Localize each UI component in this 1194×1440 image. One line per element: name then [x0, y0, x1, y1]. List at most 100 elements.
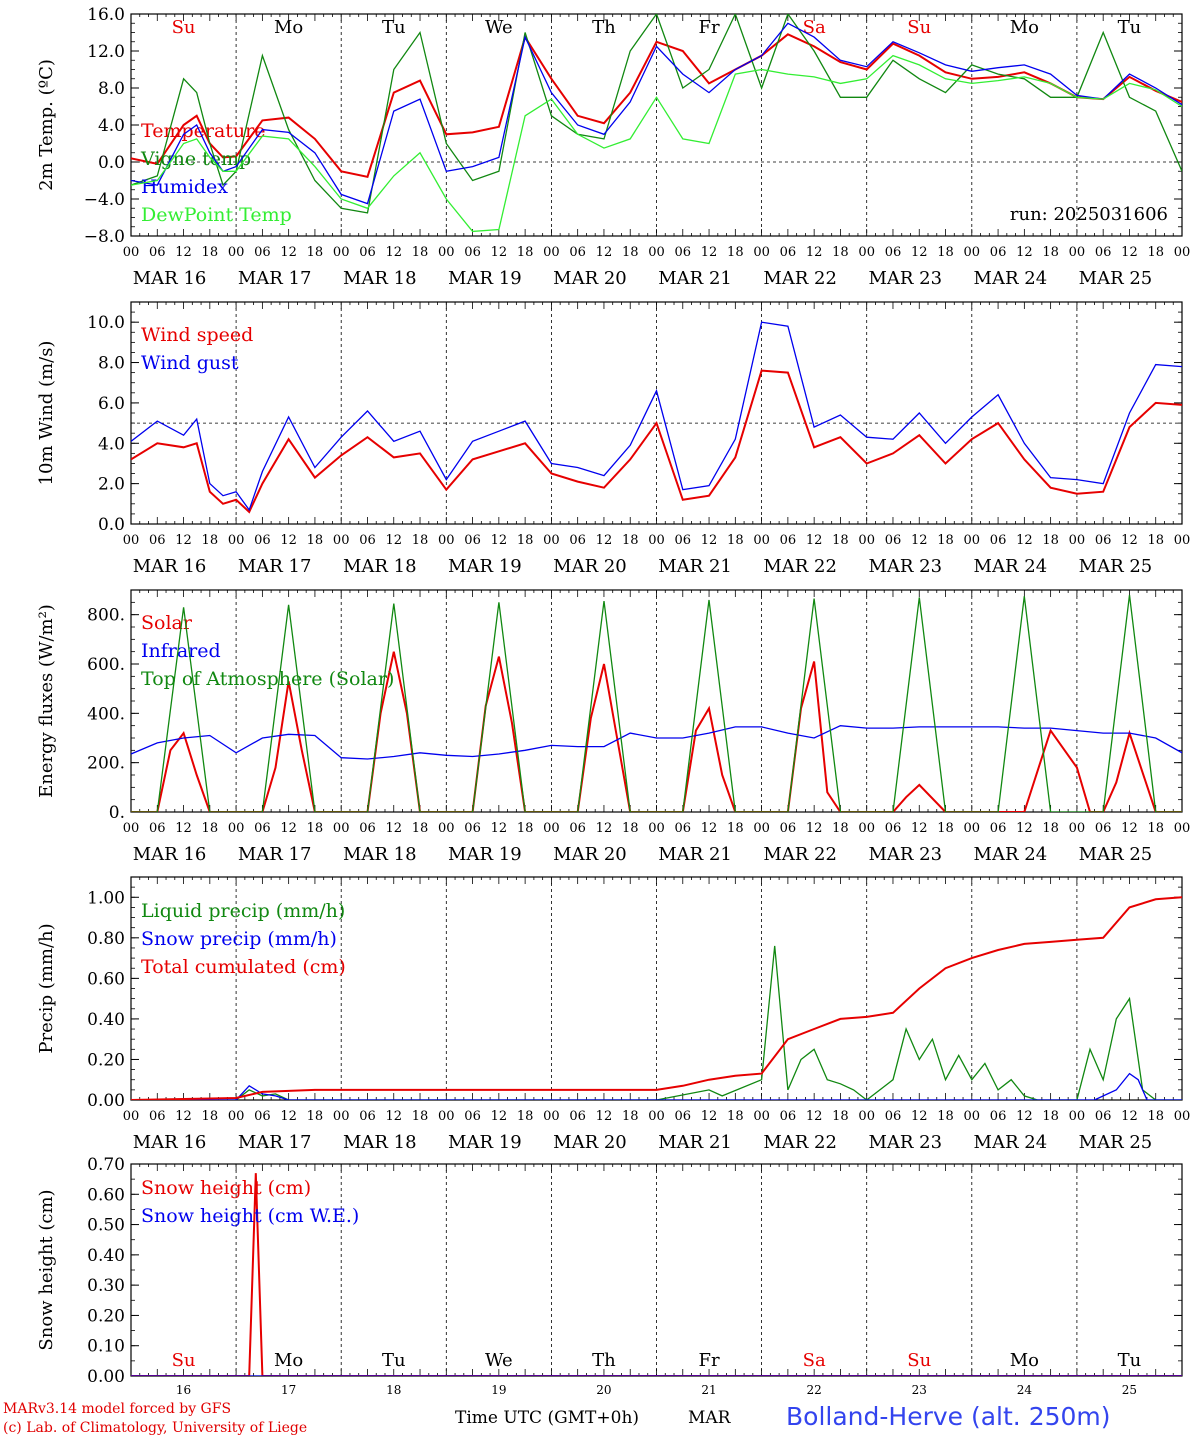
x-tick-label: 12 — [596, 533, 613, 548]
x-date-label: MAR 23 — [868, 556, 942, 577]
x-tick-label: 06 — [990, 245, 1007, 260]
y-tick-label: 8.0 — [98, 354, 125, 374]
series-line-1 — [131, 651, 1182, 812]
x-date-label: MAR 19 — [448, 268, 522, 289]
legend-entry: Top of Atmosphere (Solar) — [141, 668, 394, 690]
x-tick-label: 18 — [1147, 1109, 1164, 1124]
series-line-1 — [131, 369, 1182, 514]
x-tick-label: 06 — [1095, 245, 1112, 260]
x-date-label: MAR 21 — [658, 268, 732, 289]
x-tick-label: 12 — [175, 1109, 192, 1124]
y-tick-label: 0.60 — [87, 1185, 125, 1205]
x-tick-label: 18 — [202, 1109, 219, 1124]
x-tick-label: 12 — [701, 533, 718, 548]
panel-3: 0. 200. 400. 600. 800. Energy fluxes (W/m²) 00… — [36, 589, 1190, 865]
x-tick-label: 06 — [780, 1109, 797, 1124]
x-tick-label: 12 — [806, 1109, 823, 1124]
x-tick-label: 06 — [885, 1109, 902, 1124]
x-tick-label: 00 — [438, 821, 455, 836]
x-tick-label: 06 — [780, 533, 797, 548]
x-tick-label: 06 — [885, 533, 902, 548]
x-tick-label: 00 — [858, 533, 875, 548]
x-tick-label: 18 — [622, 1109, 639, 1124]
x-tick-label: 00 — [333, 821, 350, 836]
x-tick-label: 00 — [753, 533, 770, 548]
x-tick-label: 12 — [280, 1109, 297, 1124]
x-tick-label: 00 — [1069, 821, 1086, 836]
y-tick-label: 0.70 — [87, 1155, 125, 1175]
x-tick-label: 18 — [202, 533, 219, 548]
x-tick-label: 18 — [307, 533, 324, 548]
x-tick-label: 12 — [1121, 821, 1138, 836]
x-tick-label: 06 — [149, 533, 166, 548]
x-date-label: MAR 23 — [868, 1132, 942, 1153]
station-name: Bolland-Herve (alt. 250m) — [786, 1402, 1111, 1431]
x-tick-label: 18 — [727, 245, 744, 260]
x-tick-label: 06 — [1095, 821, 1112, 836]
x-date-label: MAR 22 — [763, 268, 837, 289]
x-tick-label: 06 — [569, 1109, 586, 1124]
x-tick-label: 06 — [464, 1109, 481, 1124]
x-tick-label: 18 — [412, 245, 429, 260]
x-tick-label: 18 — [1147, 821, 1164, 836]
x-tick-label: 12 — [280, 821, 297, 836]
x-date-label: MAR 24 — [974, 844, 1048, 865]
panel-2: 0.0 2.0 4.0 6.0 8.0 10.0 10m Wind (m/s) 00 06 12 1… — [36, 301, 1191, 577]
x-date-label: MAR 18 — [343, 268, 417, 289]
x-tick-label: 18 — [412, 1109, 429, 1124]
x-tick-label: 00 — [858, 821, 875, 836]
weekday-label: Th — [592, 1350, 616, 1371]
x-tick-label: 00 — [228, 1109, 245, 1124]
weekday-label: Tu — [1118, 17, 1142, 38]
x-tick-label: 00 — [333, 533, 350, 548]
x-date-label: MAR 21 — [658, 844, 732, 865]
y-tick-label: 0.30 — [87, 1276, 125, 1296]
y-axis-label: Energy fluxes (W/m²) — [36, 604, 57, 798]
x-tick-label: 00 — [333, 245, 350, 260]
legend-entry: Wind speed — [141, 324, 253, 346]
y-tick-label: 12.0 — [87, 42, 125, 62]
x-date-label: MAR 18 — [343, 844, 417, 865]
legend-entry: Wind gust — [141, 352, 239, 374]
x-tick-label: 18 — [517, 533, 534, 548]
weekday-label: Tu — [382, 17, 406, 38]
x-tick-label: 06 — [675, 1109, 692, 1124]
x-tick-label: 06 — [675, 821, 692, 836]
y-tick-label: −4.0 — [84, 190, 125, 210]
x-tick-label: 00 — [228, 821, 245, 836]
legend-entry: Infrared — [141, 640, 221, 662]
x-tick-label: 00 — [1069, 533, 1086, 548]
x-tick-label: 00 — [964, 533, 981, 548]
x-tick-label: 12 — [385, 245, 402, 260]
weekday-label: Fr — [699, 17, 720, 38]
day-number-label: 22 — [807, 1383, 822, 1397]
y-tick-label: 0. — [109, 803, 125, 823]
y-tick-label: 600. — [87, 655, 125, 675]
x-tick-label: 06 — [569, 533, 586, 548]
series-line-3 — [131, 896, 1182, 1100]
legend-entry: Snow height (cm W.E.) — [141, 1205, 359, 1227]
x-tick-label: 18 — [727, 1109, 744, 1124]
x-tick-label: 06 — [464, 533, 481, 548]
x-tick-label: 18 — [832, 821, 849, 836]
day-number-label: 21 — [701, 1383, 716, 1397]
x-tick-label: 12 — [596, 821, 613, 836]
weekday-label: Th — [592, 17, 616, 38]
x-tick-label: 18 — [412, 533, 429, 548]
x-tick-label: 00 — [1174, 533, 1191, 548]
x-tick-label: 18 — [307, 1109, 324, 1124]
x-tick-label: 12 — [596, 245, 613, 260]
x-tick-label: 06 — [675, 245, 692, 260]
x-date-label: MAR 24 — [974, 268, 1048, 289]
x-date-label: MAR 25 — [1079, 1132, 1153, 1153]
legend-entry: Snow height (cm) — [141, 1177, 311, 1199]
x-date-label: MAR 21 — [658, 556, 732, 577]
y-tick-label: 0.0 — [98, 515, 125, 535]
x-date-label: MAR 16 — [133, 268, 207, 289]
legend-entry: DewPoint Temp — [141, 204, 292, 226]
weekday-label: Mo — [274, 1350, 303, 1371]
x-tick-label: 00 — [648, 821, 665, 836]
x-tick-label: 06 — [780, 245, 797, 260]
series-line-3 — [131, 22, 1182, 205]
x-tick-label: 18 — [937, 821, 954, 836]
